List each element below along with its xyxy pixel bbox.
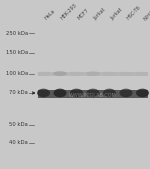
Bar: [38, 90, 148, 98]
Text: 100 kDa: 100 kDa: [6, 71, 28, 76]
Text: Jurkat: Jurkat: [110, 7, 123, 21]
Text: 70 kDa: 70 kDa: [9, 90, 28, 95]
Text: 250 kDa: 250 kDa: [6, 31, 28, 36]
Ellipse shape: [53, 71, 67, 76]
Ellipse shape: [86, 71, 100, 76]
Ellipse shape: [37, 71, 50, 76]
Ellipse shape: [103, 89, 116, 97]
Ellipse shape: [54, 89, 66, 97]
Ellipse shape: [70, 89, 83, 97]
Text: Jurkat: Jurkat: [93, 7, 107, 21]
Bar: [38, 72, 148, 76]
Ellipse shape: [103, 71, 116, 76]
Ellipse shape: [87, 89, 99, 97]
Ellipse shape: [136, 89, 149, 97]
Text: WWW.PTGLAB.COM: WWW.PTGLAB.COM: [69, 93, 117, 98]
Ellipse shape: [37, 89, 50, 97]
Text: HeLa: HeLa: [44, 8, 56, 21]
Ellipse shape: [136, 71, 149, 76]
Text: MCF7: MCF7: [76, 8, 90, 21]
Text: 150 kDa: 150 kDa: [6, 50, 28, 55]
Text: NIH/3T3: NIH/3T3: [142, 3, 150, 21]
Ellipse shape: [120, 89, 132, 97]
Text: 50 kDa: 50 kDa: [9, 122, 28, 127]
Text: HEK-293: HEK-293: [60, 3, 78, 21]
Text: 40 kDa: 40 kDa: [9, 140, 28, 145]
Ellipse shape: [70, 71, 83, 76]
Text: HSC-T6: HSC-T6: [126, 5, 142, 21]
Ellipse shape: [119, 71, 133, 76]
